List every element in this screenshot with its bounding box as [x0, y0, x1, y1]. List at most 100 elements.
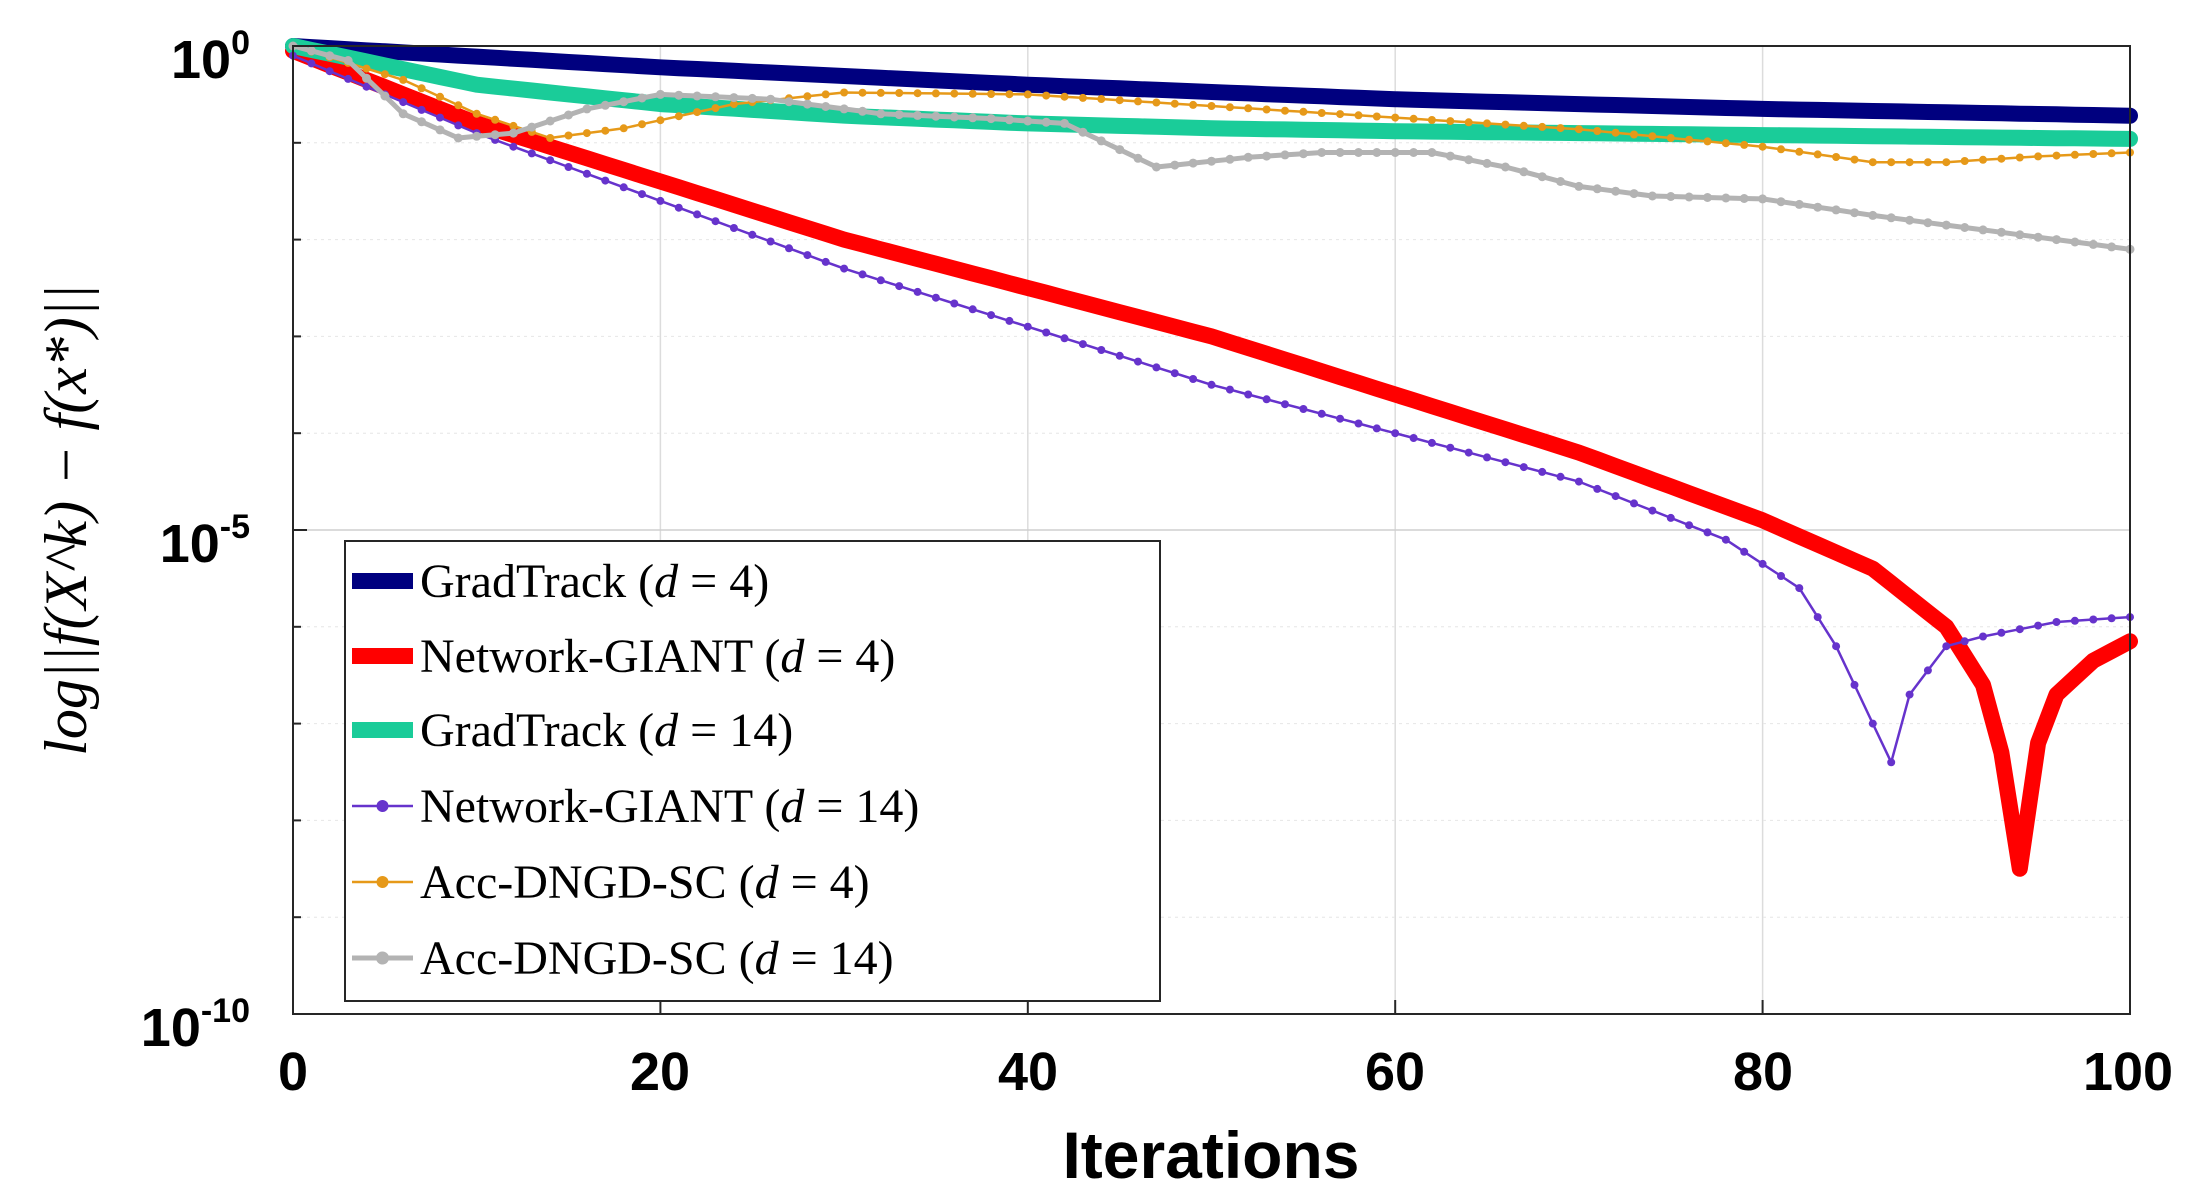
series-5-point-80: [1758, 194, 1768, 204]
x-tick-label-0: 0: [278, 1042, 308, 1102]
series-3-point-75: [1666, 513, 1675, 522]
series-3-point-23: [711, 217, 720, 226]
series-5-point-36: [949, 112, 959, 122]
series-5-point-5: [380, 91, 390, 101]
series-5-point-69: [1556, 177, 1565, 186]
series-5-point-38: [986, 114, 996, 124]
y-tick-exp-top: 0: [231, 24, 250, 62]
series-4-point-84: [1832, 153, 1841, 161]
series-5-point-27: [784, 97, 794, 107]
series-3-point-63: [1446, 443, 1455, 452]
legend-marker-4: [376, 876, 389, 888]
series-3-point-36: [950, 299, 959, 308]
legend-label-acc-dngd-sc-d14-var: d: [755, 932, 780, 985]
series-3-point-76: [1685, 521, 1694, 530]
series-4-point-66: [1501, 120, 1510, 129]
series-5-point-66: [1500, 162, 1510, 172]
series-5-point-96: [2052, 235, 2061, 245]
series-3-point-19: [638, 190, 646, 199]
series-4-point-50: [1207, 102, 1216, 110]
x-tick-label-80: 80: [1733, 1042, 1793, 1102]
legend-label-acc-dngd-sc-d14-main: Acc-DNGD-SC (: [420, 932, 755, 985]
series-3-point-28: [803, 251, 812, 260]
series-5-point-7: [417, 117, 427, 127]
series-4-point-90: [1942, 158, 1951, 167]
series-4-point-16: [582, 129, 591, 138]
series-5-point-23: [711, 92, 720, 102]
series-3-point-69: [1556, 472, 1565, 481]
series-5-point-15: [564, 110, 573, 120]
series-3-point-52: [1244, 390, 1253, 399]
series-3-point-9: [454, 121, 463, 130]
legend-label-gradtrack-d4-rest: = 4): [678, 555, 769, 608]
series-4-point-97: [2070, 150, 2079, 159]
series-3-point-92: [1979, 632, 1987, 641]
series-4-point-14: [546, 134, 555, 142]
series-3-point-70: [1574, 477, 1583, 486]
series-3-point-67: [1519, 463, 1528, 472]
series-5-point-33: [894, 110, 904, 120]
series-3-point-33: [895, 282, 904, 291]
legend-label-acc-dngd-sc-d4: Acc-DNGD-SC (d = 4): [420, 856, 870, 909]
series-5-point-40: [1023, 116, 1033, 126]
series-5-point-89: [1923, 218, 1933, 228]
series-4-point-38: [987, 90, 996, 98]
series-4-point-65: [1483, 119, 1491, 128]
series-5-point-85: [1850, 208, 1859, 218]
series-4-point-33: [895, 89, 904, 97]
series-3-point-55: [1299, 405, 1308, 413]
series-3-point-77: [1703, 528, 1712, 537]
series-4-point-94: [2015, 153, 2024, 162]
series-5-point-57: [1335, 148, 1345, 157]
series-3-point-56: [1317, 409, 1326, 418]
series-4-point-32: [876, 88, 885, 97]
series-3-point-38: [987, 311, 996, 320]
series-4-point-22: [693, 108, 702, 117]
legend-label-network-giant-d4-var: d: [780, 630, 805, 683]
series-4-point-49: [1189, 100, 1198, 109]
series-5-point-83: [1813, 202, 1823, 212]
series-5-point-67: [1519, 167, 1529, 177]
legend-label-gradtrack-d14-var: d: [654, 704, 679, 757]
series-5-point-53: [1262, 151, 1272, 161]
series-5-point-26: [766, 94, 776, 104]
series-4-point-85: [1850, 155, 1859, 164]
series-4-point-34: [913, 89, 922, 98]
series-5-point-91: [1960, 223, 1970, 232]
series-4-point-7: [417, 84, 426, 93]
series-4-point-43: [1078, 93, 1087, 102]
series-5-point-42: [1060, 118, 1069, 128]
legend-label-gradtrack-d14-main: GradTrack (: [420, 704, 654, 757]
legend-label-gradtrack-d14-rest: = 14): [678, 704, 793, 757]
series-5-point-55: [1298, 149, 1308, 159]
legend-label-gradtrack-d14: GradTrack (d = 14): [420, 704, 793, 757]
series-5-point-37: [968, 113, 978, 123]
series-3-point-22: [693, 210, 702, 219]
series-4-point-76: [1685, 135, 1694, 144]
series-5-point-16: [582, 104, 592, 114]
legend-label-network-giant-d14-var: d: [780, 780, 805, 833]
legend-label-acc-dngd-sc-d4-rest: = 4): [779, 856, 870, 909]
series-5-point-48: [1170, 160, 1180, 170]
legend-label-network-giant-d14-main: Network-GIANT (: [420, 780, 780, 833]
series-5-point-64: [1464, 155, 1474, 165]
y-tick-exp-mid: -5: [220, 508, 250, 546]
legend-label-network-giant-d4-rest: = 4): [804, 630, 895, 683]
series-5-point-59: [1372, 148, 1382, 157]
series-4-point-71: [1593, 127, 1602, 135]
series-3: [289, 51, 2134, 767]
series-3-point-82: [1795, 584, 1804, 593]
series-3-point-59: [1372, 424, 1381, 433]
series-5-point-31: [858, 106, 867, 116]
series-5-point-22: [692, 91, 702, 101]
series-5-point-12: [508, 128, 518, 138]
series-5-point-92: [1978, 225, 1988, 235]
series-3-point-41: [1042, 328, 1051, 337]
series-3-point-42: [1060, 334, 1069, 343]
series-3-point-27: [785, 244, 793, 253]
series-5-point-62: [1427, 148, 1437, 157]
y-tick-labels: 100 10-5 10-10: [141, 24, 250, 1058]
series-4-point-31: [858, 88, 867, 97]
series-5-point-51: [1225, 154, 1235, 164]
series-4-point-83: [1813, 150, 1822, 159]
